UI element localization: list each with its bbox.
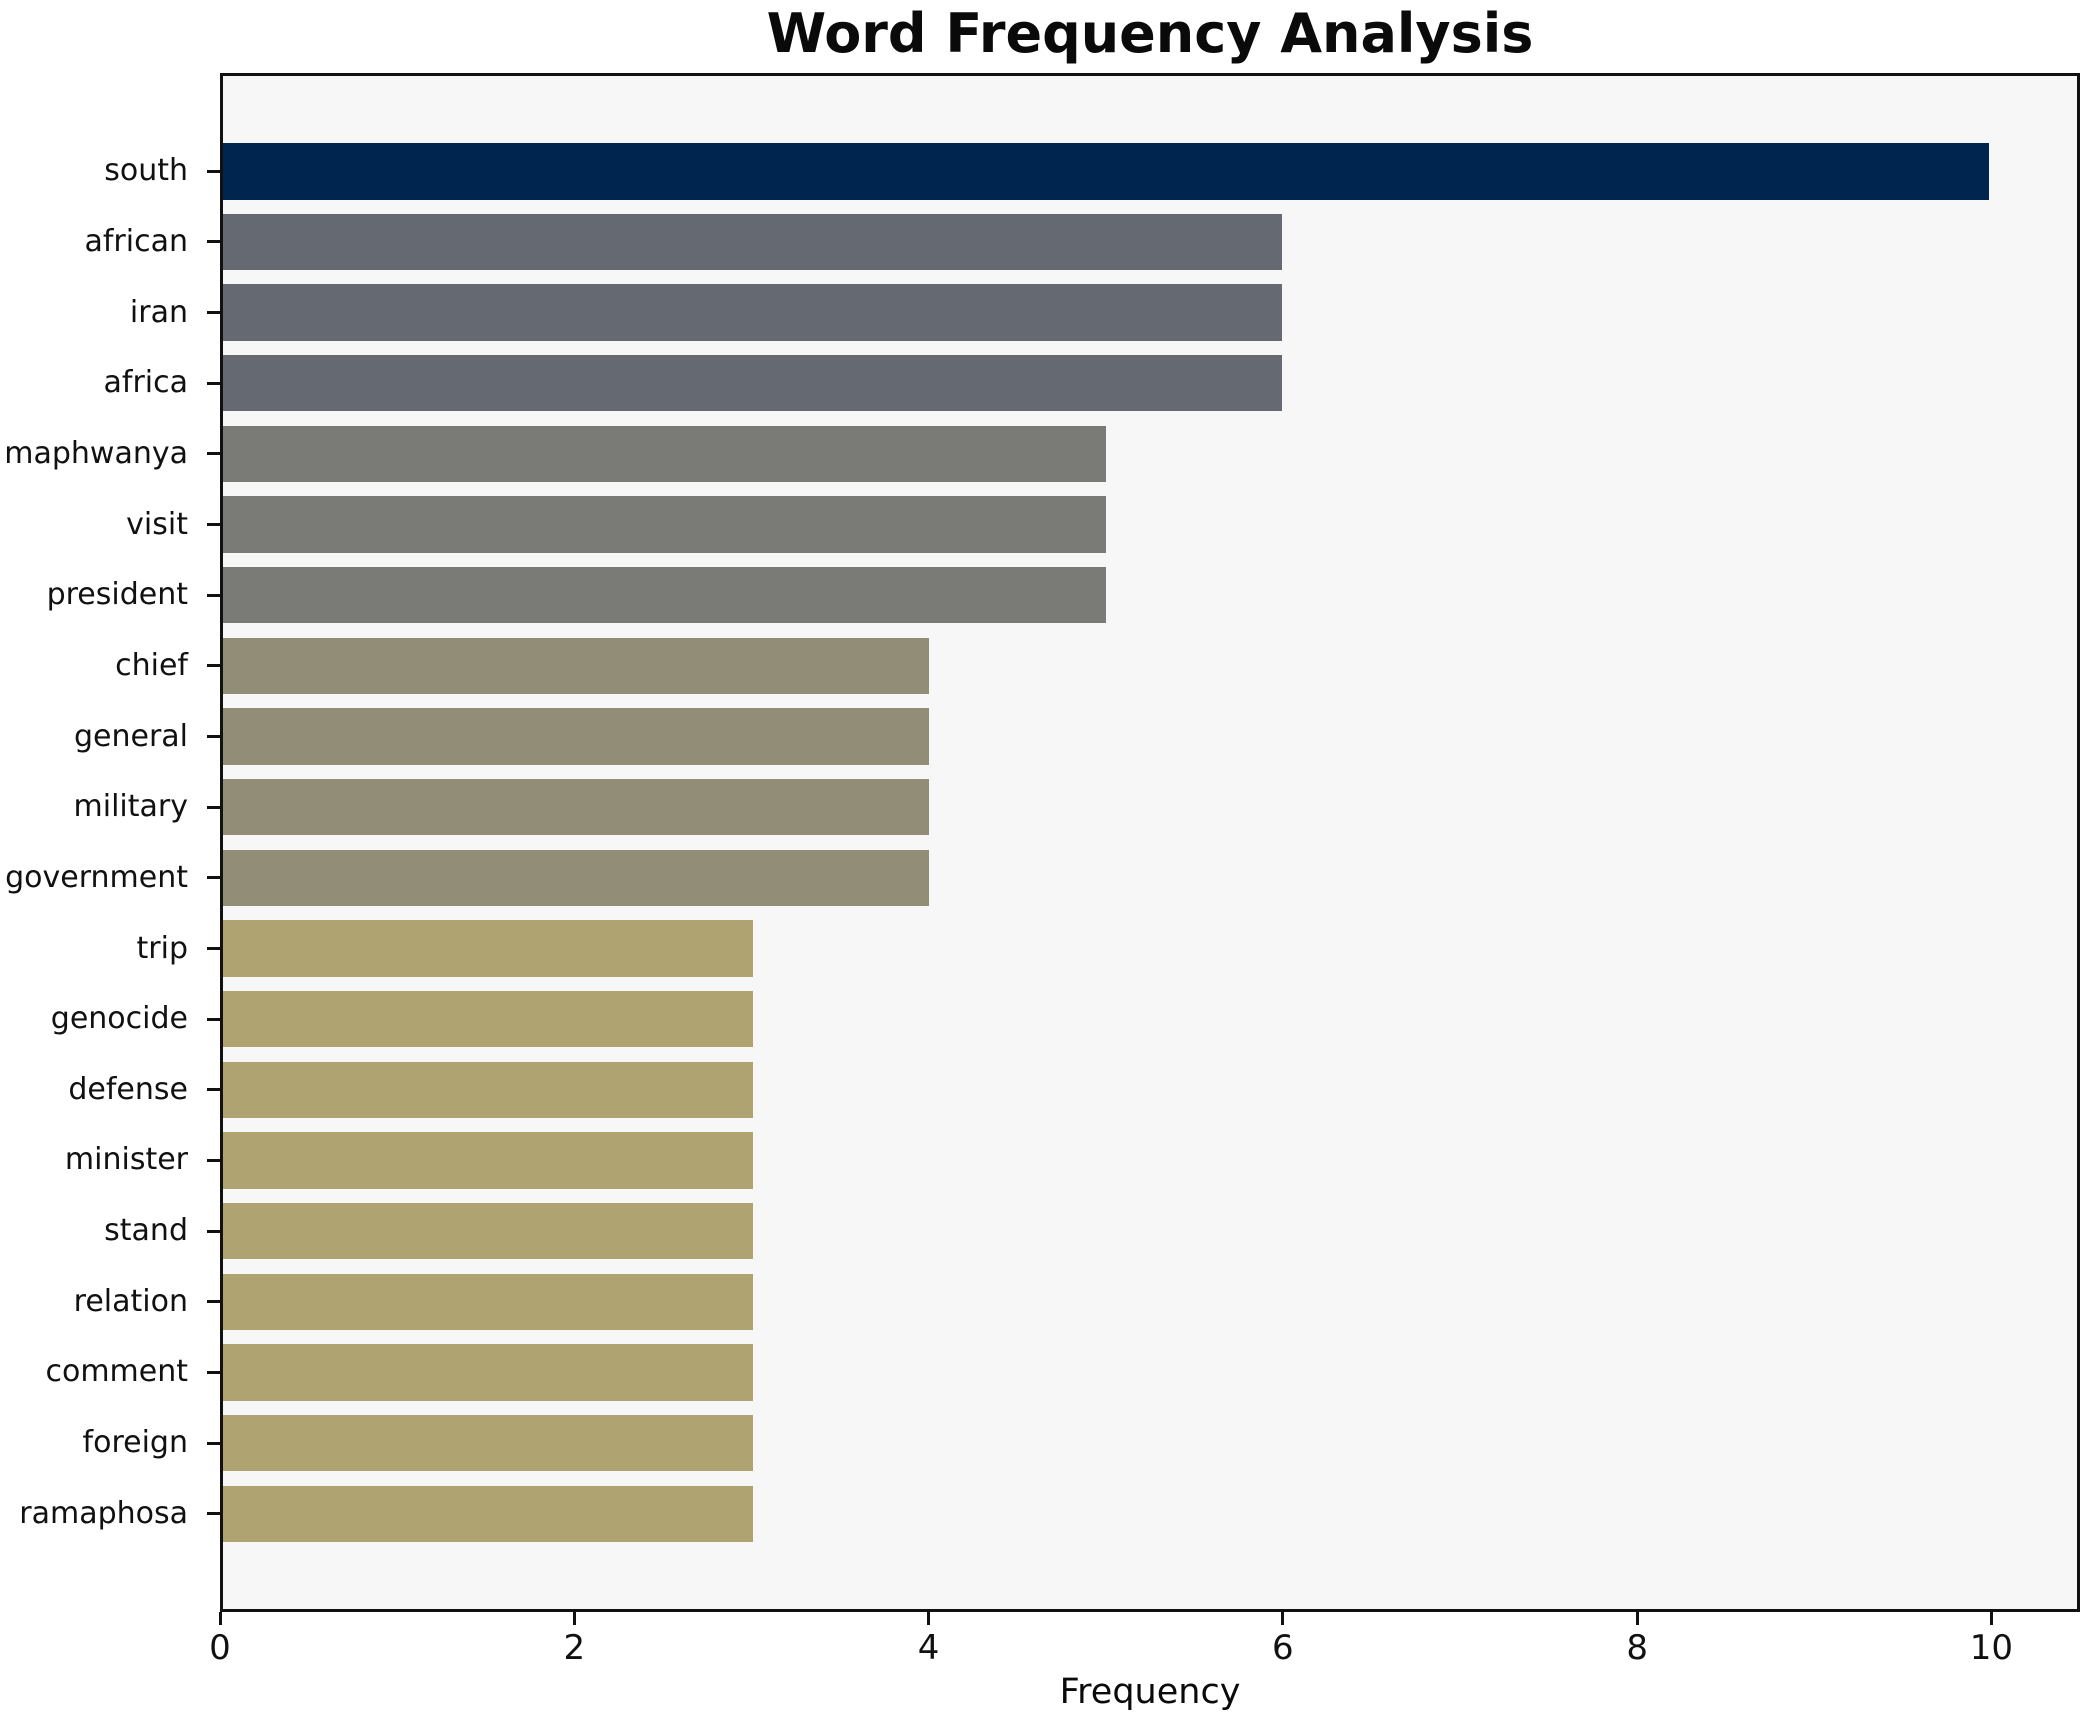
y-tick-label: government <box>5 859 188 895</box>
y-tick-label: maphwanya <box>4 435 188 471</box>
y-tick-label: defense <box>68 1071 188 1107</box>
y-tick-mark <box>207 876 220 880</box>
y-tick-label: africa <box>103 365 189 401</box>
x-tick-label: 4 <box>917 1628 940 1668</box>
bar-comment <box>223 1344 753 1401</box>
plot-area <box>220 73 2080 1612</box>
bar-iran <box>223 284 1283 341</box>
bar-general <box>223 708 930 765</box>
y-tick-label: foreign <box>82 1425 188 1461</box>
bar-ramaphosa <box>223 1485 753 1543</box>
y-tick-mark <box>207 1370 220 1374</box>
x-tick-label: 8 <box>1626 1628 1648 1668</box>
y-tick-label: military <box>73 789 188 825</box>
x-tick-label: 2 <box>563 1628 586 1668</box>
x-tick-label: 0 <box>209 1628 231 1668</box>
x-axis: Frequency 0 2 4 6 8 10 <box>209 1612 2080 1722</box>
x-tick-mark <box>1989 1612 1993 1625</box>
bar-south <box>223 143 1989 200</box>
y-tick-label: african <box>84 223 188 259</box>
y-tick-mark <box>207 1300 220 1304</box>
y-tick-label: south <box>104 153 188 189</box>
y-tick-mark <box>207 381 220 385</box>
y-tick-mark <box>207 452 220 456</box>
bar-africa <box>223 354 1283 412</box>
y-tick-label: president <box>46 577 188 613</box>
bar-visit <box>223 496 1106 553</box>
y-tick-label: ramaphosa <box>19 1495 188 1531</box>
y-tick-mark <box>207 311 220 315</box>
y-tick-label: trip <box>136 930 188 966</box>
bar-defense <box>223 1061 753 1119</box>
x-tick-mark <box>927 1612 931 1625</box>
y-tick-mark <box>207 664 220 668</box>
y-tick-label: chief <box>115 647 188 683</box>
y-tick-label: iran <box>129 294 188 330</box>
bar-president <box>223 566 1106 624</box>
bar-maphwanya <box>223 425 1106 483</box>
y-tick-mark <box>207 1512 220 1516</box>
x-tick-mark <box>1281 1612 1285 1625</box>
x-tick-label: 10 <box>1969 1628 2014 1668</box>
x-tick-mark <box>1635 1612 1639 1625</box>
y-tick-mark <box>207 1229 220 1233</box>
bar-relation <box>223 1273 753 1331</box>
y-tick-label: genocide <box>50 1001 188 1037</box>
y-axis: south african iran africa maphwanya visit pres… <box>0 73 220 1612</box>
x-tick-mark <box>218 1612 222 1625</box>
y-tick-mark <box>207 1017 220 1021</box>
y-tick-label: stand <box>104 1213 188 1249</box>
x-tick-mark <box>572 1612 576 1625</box>
y-tick-mark <box>207 1158 220 1162</box>
chart-title: Word Frequency Analysis <box>766 2 1534 65</box>
y-tick-mark <box>207 947 220 950</box>
y-tick-mark <box>207 1088 220 1092</box>
y-tick-label: visit <box>126 506 188 542</box>
y-tick-mark <box>207 735 220 739</box>
bar-foreign <box>223 1414 753 1472</box>
y-tick-label: general <box>73 718 188 754</box>
bar-genocide <box>223 990 753 1048</box>
bar-minister <box>223 1132 753 1189</box>
bar-african <box>223 213 1283 271</box>
y-tick-mark <box>207 593 220 597</box>
bar-stand <box>223 1202 753 1260</box>
y-tick-mark <box>207 169 220 173</box>
x-tick-label: 6 <box>1272 1628 1294 1668</box>
x-axis-label: Frequency <box>1059 1672 1241 1712</box>
y-tick-mark <box>207 523 220 527</box>
bar-government <box>223 849 930 907</box>
bar-military <box>223 778 930 836</box>
bar-chief <box>223 637 930 695</box>
y-tick-mark <box>207 805 220 809</box>
y-tick-mark <box>207 1441 220 1445</box>
y-tick-label: minister <box>64 1142 188 1178</box>
y-tick-label: comment <box>45 1354 188 1390</box>
bar-trip <box>223 920 753 977</box>
y-tick-mark <box>207 240 220 244</box>
y-tick-label: relation <box>73 1283 188 1319</box>
